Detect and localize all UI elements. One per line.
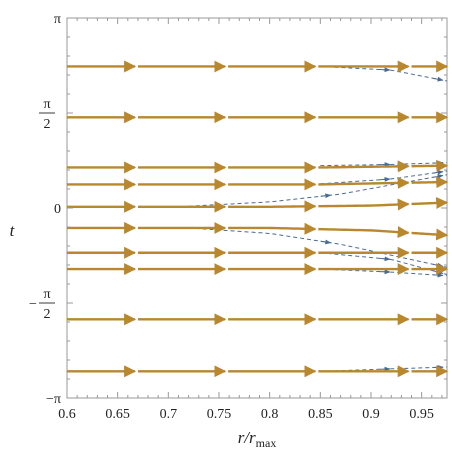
x-tick-label: 0.9 (362, 407, 380, 422)
svg-text:π: π (54, 12, 61, 27)
dashed-arrowhead (320, 193, 332, 199)
dashed-arrowhead (379, 177, 391, 182)
y-tick-label: π2 (39, 97, 55, 132)
svg-text:π: π (43, 287, 50, 302)
solid-segment (318, 198, 410, 211)
svg-text:2: 2 (44, 307, 51, 322)
solid-series-5 (67, 221, 449, 241)
solid-segment (411, 197, 449, 209)
solid-series-3 (67, 176, 449, 191)
dashed-arrowhead (379, 256, 391, 262)
solid-segment (411, 176, 449, 189)
x-axis: 0.6 0.65 0.7 0.75 0.8 0.85 0.9 0.95 (58, 18, 443, 422)
dashed-series-layer (188, 65, 448, 372)
x-axis-title: r/rmax (238, 428, 277, 450)
plot-frame (66, 17, 448, 399)
y-tick-label: π (54, 12, 61, 27)
x-tick-label: 0.8 (261, 407, 279, 422)
dashed-arrowhead (432, 269, 444, 275)
svg-text:0: 0 (54, 202, 61, 217)
solid-segment (411, 228, 449, 241)
solid-series-4 (67, 197, 449, 213)
dashed-series-5 (320, 252, 448, 276)
solid-series-layer (67, 60, 449, 378)
svg-text:−π: −π (46, 392, 61, 407)
dashed-arrowhead (432, 174, 444, 179)
dashed-arrowhead (432, 170, 444, 175)
x-tick-label: 0.7 (160, 407, 178, 422)
y-tick-label: π 2− (29, 287, 55, 322)
solid-segment (228, 222, 317, 235)
dashed-series-3 (188, 174, 448, 207)
x-tick-label: 0.75 (207, 407, 232, 422)
dashed-arrowhead (320, 239, 332, 245)
solid-segment (228, 200, 317, 213)
y-tick-label: −π (46, 392, 61, 407)
dashed-arrowhead (432, 76, 444, 82)
x-tick-label: 0.65 (105, 407, 130, 422)
solid-segment (411, 159, 449, 172)
x-tick-label: 0.95 (409, 407, 434, 422)
dashed-arrowhead (432, 262, 444, 268)
x-tick-label: 0.6 (58, 407, 76, 422)
y-tick-label: 0 (54, 202, 61, 217)
dashed-arrowhead (432, 272, 444, 278)
solid-segment (318, 160, 410, 173)
dashed-arrowhead (379, 67, 391, 73)
svg-text:2: 2 (44, 117, 51, 132)
solid-segment (318, 226, 410, 239)
y-axis-title: t (10, 221, 16, 240)
x-tick-label: 0.85 (308, 407, 333, 422)
svg-text:−: − (29, 297, 37, 312)
svg-text:π: π (43, 97, 50, 112)
x-axis-title-text: r/rmax (238, 428, 277, 450)
solid-segment (318, 176, 410, 189)
dashed-series-0 (320, 65, 448, 82)
solid-series-2 (67, 159, 449, 174)
